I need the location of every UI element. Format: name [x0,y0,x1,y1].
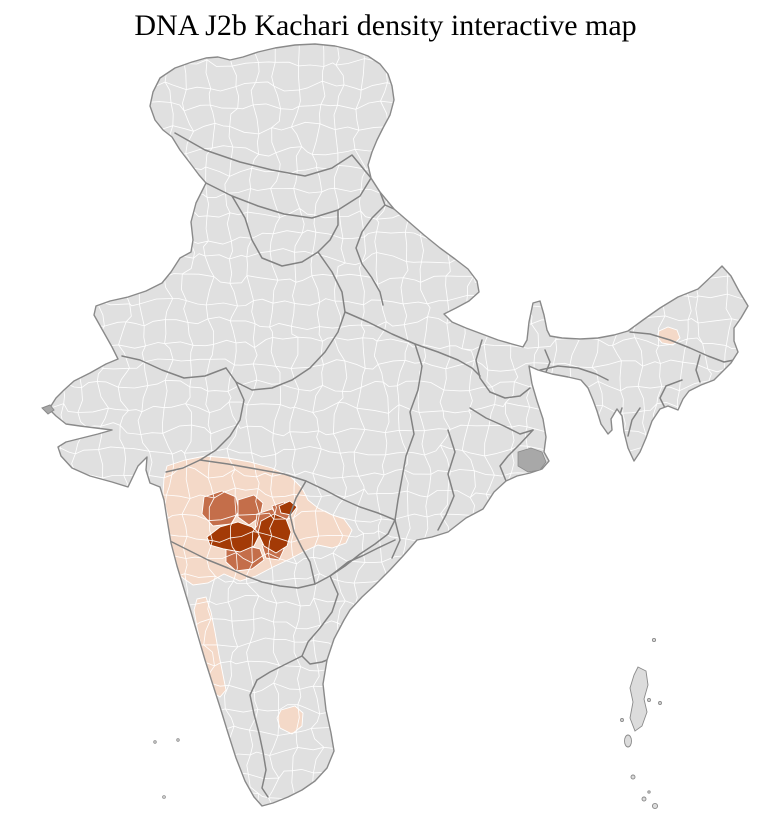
andaman-islands [620,637,662,810]
density-region-deccan-high-nub[interactable] [278,500,298,516]
density-region-deccan-high-east[interactable] [257,513,292,554]
kutch-islet [41,404,55,415]
density-region-assam-low[interactable] [656,326,681,346]
india-outline [48,43,749,807]
lakshadweep-islands [153,738,180,799]
density-regions [162,326,681,735]
sundarbans-delta [517,447,547,473]
density-region-deccan-high-west[interactable] [206,521,261,553]
page-title: DNA J2b Kachari density interactive map [134,9,637,42]
state-borders [121,132,735,798]
